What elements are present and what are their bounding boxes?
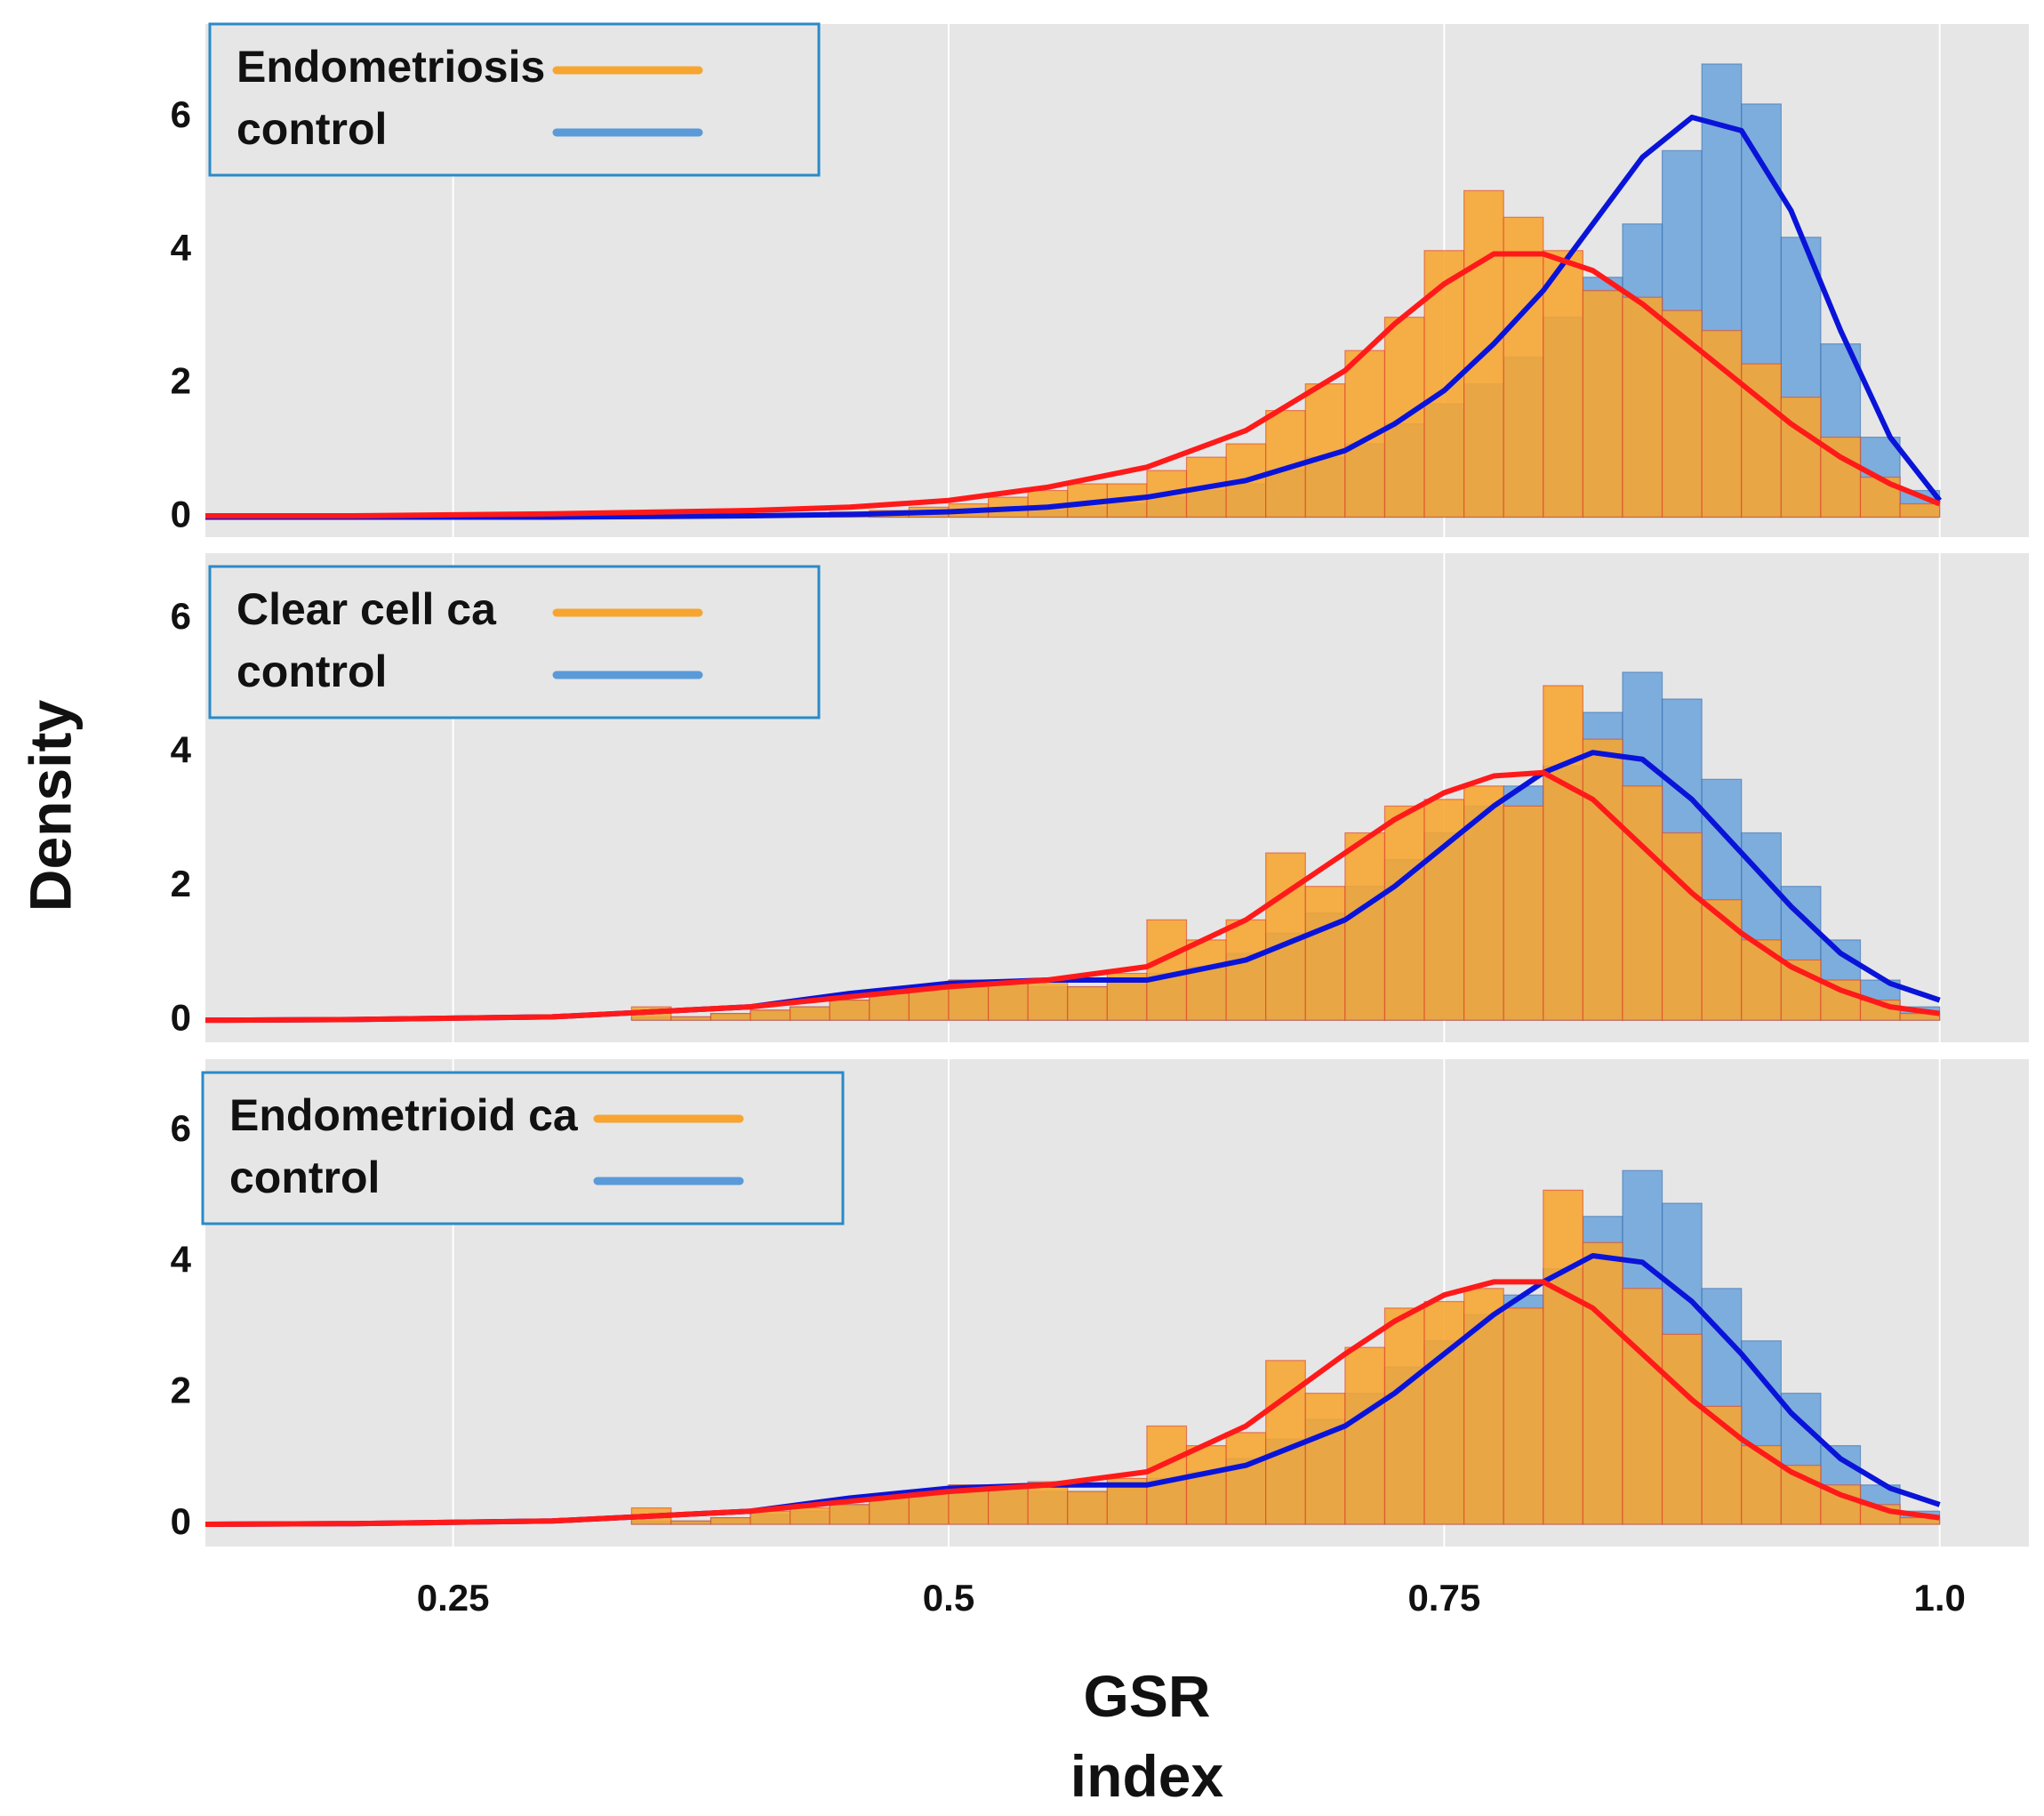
histogram-bar <box>1463 785 1504 1021</box>
x-tick-label: 0.5 <box>923 1577 974 1619</box>
y-tick-label: 0 <box>171 996 191 1038</box>
y-tick-label: 2 <box>171 1370 191 1411</box>
y-tick-label: 2 <box>171 863 191 904</box>
histogram-bar <box>1067 985 1108 1021</box>
histogram-bar <box>1780 397 1822 518</box>
x-axis-title: GSR index <box>1070 1663 1224 1809</box>
histogram-bar <box>709 1516 751 1525</box>
histogram-bar <box>1741 939 1782 1021</box>
y-tick-label: 0 <box>171 1500 191 1542</box>
histogram-bar <box>1344 1346 1386 1525</box>
histogram-bar <box>1304 1393 1346 1525</box>
histogram-bar <box>790 1006 830 1021</box>
histogram-bar <box>1503 216 1544 518</box>
histogram-bar <box>1543 250 1583 518</box>
histogram-bar <box>1146 1425 1188 1525</box>
histogram-bar <box>1383 1307 1425 1525</box>
histogram-bar <box>1146 919 1188 1021</box>
density-curve <box>204 1279 1941 1527</box>
histogram-bar <box>749 1009 791 1021</box>
histogram-bar <box>1582 738 1623 1021</box>
y-tick-label: 2 <box>171 360 191 402</box>
histogram-bar <box>1582 290 1623 518</box>
histogram-bar <box>1582 1241 1623 1525</box>
histogram-bar <box>1423 1300 1465 1525</box>
histogram-bar <box>709 1013 751 1021</box>
density-curve <box>205 114 1943 520</box>
histogram-bar <box>790 1507 830 1525</box>
histogram-bar <box>1622 296 1663 518</box>
y-tick-label: 6 <box>171 1107 191 1149</box>
histogram-bar <box>1067 1491 1108 1525</box>
legend-label: Endometrioid ca <box>229 1090 579 1140</box>
histogram-bar <box>1423 250 1465 518</box>
legend-box <box>208 22 821 177</box>
histogram-bar <box>1503 1307 1544 1525</box>
histogram-bar <box>869 992 910 1021</box>
histogram-bar <box>1503 805 1544 1021</box>
histogram-bar <box>1344 832 1386 1021</box>
legend-label: control <box>229 1153 380 1202</box>
histogram-bar <box>1304 886 1346 1021</box>
histogram-bar <box>1661 832 1703 1021</box>
histogram-bar <box>1543 685 1583 1021</box>
histogram-bar <box>1185 1444 1227 1525</box>
y-axis-title: Density <box>17 700 83 912</box>
legend-label: control <box>236 104 387 154</box>
histogram-bar <box>1741 1444 1782 1525</box>
y-tick-label: 6 <box>171 93 191 135</box>
y-tick-label: 0 <box>171 494 191 535</box>
histogram-bar <box>1225 1432 1267 1525</box>
histogram-bar <box>1225 919 1267 1021</box>
histogram-bar <box>1383 805 1425 1021</box>
histogram-bar <box>1661 1333 1703 1525</box>
legend-box <box>208 565 821 719</box>
histogram-bar <box>670 1016 712 1021</box>
legend-label: Endometriosis <box>236 42 545 92</box>
x-tick-label: 0.25 <box>417 1577 490 1619</box>
legend-label: Clear cell ca <box>236 584 497 634</box>
histogram-bar <box>1622 785 1663 1021</box>
y-tick-label: 4 <box>171 227 192 269</box>
histogram-bar <box>1622 1288 1663 1525</box>
y-tick-label: 4 <box>171 1238 192 1280</box>
x-tick-label: 0.75 <box>1407 1577 1480 1619</box>
histogram-bar <box>829 1504 870 1525</box>
density-curve <box>204 769 1941 1024</box>
histogram-bar <box>1027 1481 1069 1525</box>
histogram-bar <box>1543 1189 1583 1525</box>
legend-label: control <box>236 647 387 696</box>
histogram-bar <box>1701 330 1743 518</box>
legend-box <box>201 1071 845 1225</box>
histogram-bar <box>1661 309 1703 518</box>
histogram-bar <box>1463 1288 1504 1525</box>
histogram-bar <box>1899 502 1941 518</box>
histogram-bar <box>1185 939 1227 1021</box>
histogram-bar <box>987 979 1029 1021</box>
histogram-bar <box>1027 979 1069 1021</box>
x-tick-label: 1.0 <box>1913 1577 1965 1619</box>
y-tick-label: 6 <box>171 595 191 637</box>
y-tick-label: 4 <box>171 728 192 770</box>
histogram-bar <box>670 1520 712 1525</box>
histogram-bar <box>1423 799 1465 1021</box>
density-curve <box>205 251 1941 519</box>
histogram-bar <box>829 999 870 1021</box>
